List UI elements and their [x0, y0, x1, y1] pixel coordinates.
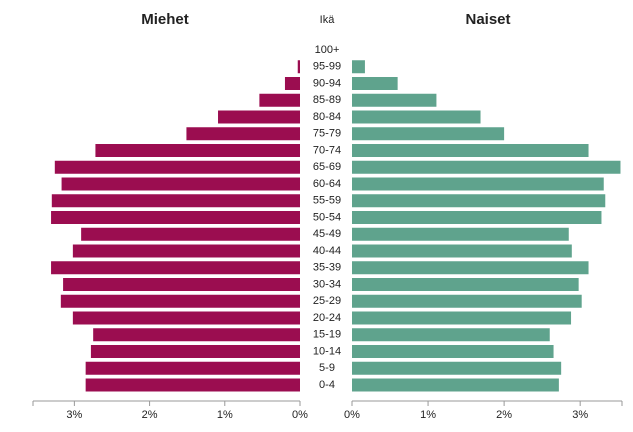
age-group-label: 60-64: [313, 178, 341, 190]
left-series-title: Miehet: [141, 11, 189, 28]
bar: [352, 77, 398, 90]
bar: [352, 345, 554, 358]
bar: [352, 328, 550, 342]
bar: [218, 110, 300, 124]
age-group-label: 40-44: [313, 245, 341, 257]
bar: [54, 160, 301, 174]
bar: [352, 244, 572, 258]
bar: [51, 211, 300, 224]
x-tick-label: 1%: [217, 409, 233, 421]
bar: [95, 144, 300, 157]
x-tick-label: 2%: [496, 409, 512, 421]
age-group-label: 50-54: [313, 211, 341, 223]
bar: [93, 328, 301, 342]
x-tick-label: 1%: [420, 409, 436, 421]
age-group-label: 10-14: [313, 345, 341, 357]
age-group-label: 55-59: [313, 195, 341, 207]
age-group-label: 80-84: [313, 111, 341, 123]
bar: [85, 361, 300, 375]
age-group-label: 65-69: [313, 161, 341, 173]
age-group-label: 20-24: [313, 312, 341, 324]
bar: [297, 60, 300, 74]
age-group-label: 0-4: [319, 379, 335, 391]
age-group-label: 85-89: [313, 94, 341, 106]
bar: [51, 194, 300, 208]
age-group-label: 5-9: [319, 362, 335, 374]
bar: [352, 127, 505, 141]
bar: [352, 227, 569, 241]
age-group-label: 15-19: [313, 329, 341, 341]
bar: [72, 311, 300, 325]
bar: [352, 361, 562, 375]
bar: [352, 144, 589, 157]
bar: [352, 211, 602, 224]
age-group-label: 75-79: [313, 128, 341, 140]
bar: [90, 345, 300, 358]
bar: [81, 227, 300, 241]
bar: [284, 77, 300, 90]
bar: [352, 177, 604, 191]
age-group-label: 25-29: [313, 295, 341, 307]
bar: [352, 60, 365, 74]
bar: [63, 278, 301, 291]
bar: [352, 160, 621, 174]
bar: [60, 294, 300, 308]
bar: [85, 378, 300, 392]
category-axis-title: Ikä: [320, 14, 336, 26]
bar: [259, 93, 300, 107]
x-tick-label: 3%: [572, 409, 588, 421]
bar: [352, 311, 572, 325]
age-group-label: 45-49: [313, 228, 341, 240]
bar: [352, 194, 606, 208]
age-group-label: 95-99: [313, 61, 341, 73]
age-group-label: 70-74: [313, 144, 341, 156]
x-tick-label: 0%: [344, 409, 360, 421]
bar: [352, 110, 481, 124]
x-tick-label: 0%: [292, 409, 308, 421]
bar: [61, 177, 301, 191]
age-group-label: 35-39: [313, 262, 341, 274]
bar: [352, 278, 579, 291]
right-series-title: Naiset: [465, 11, 510, 28]
age-group-label: 30-34: [313, 278, 341, 290]
bar: [352, 261, 589, 275]
bar: [352, 93, 437, 107]
bar: [186, 127, 300, 141]
bar: [51, 261, 300, 275]
x-tick-label: 2%: [142, 409, 158, 421]
bar: [352, 294, 582, 308]
x-tick-label: 3%: [66, 409, 82, 421]
age-group-label: 100+: [315, 44, 340, 56]
bar: [352, 378, 559, 392]
age-group-label: 90-94: [313, 77, 341, 89]
bar: [72, 244, 300, 258]
